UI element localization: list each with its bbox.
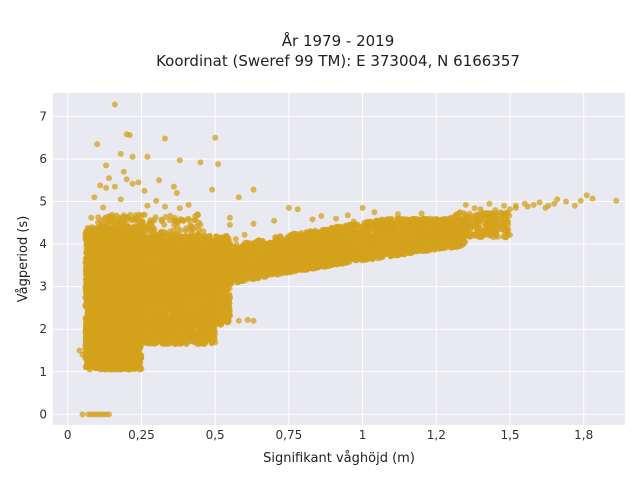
chart-title: År 1979 - 2019 [282,31,395,50]
data-point [124,364,131,371]
data-point [119,359,126,366]
data-point [102,362,109,369]
data-point [85,276,92,283]
data-point [93,356,100,363]
data-points [76,101,620,418]
data-point [100,348,107,355]
data-point [82,265,89,272]
data-point [89,329,96,336]
data-point [113,357,120,364]
data-point [92,343,99,350]
data-point [92,348,98,355]
chart-subtitle: Koordinat (Sweref 99 TM): E 373004, N 61… [156,52,520,70]
data-point [86,321,93,328]
data-point [111,365,118,372]
data-point [86,306,93,313]
data-point [134,352,141,359]
data-point [82,236,89,243]
data-point [111,349,118,355]
data-point [84,361,91,368]
data-point [127,357,134,364]
data-point [85,294,92,301]
data-point [83,328,90,335]
data-point [104,353,111,360]
